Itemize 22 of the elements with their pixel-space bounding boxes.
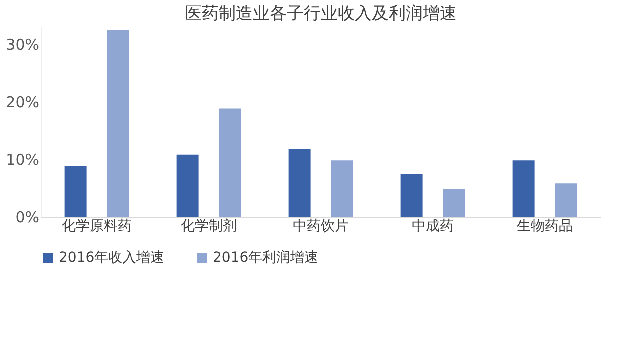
y-tick-label: 20%	[6, 93, 40, 112]
y-tick-label: 0%	[16, 208, 40, 226]
x-tick-label: 生物药品	[517, 218, 573, 234]
bar	[400, 174, 423, 217]
bar	[176, 154, 199, 217]
bar	[107, 30, 130, 217]
x-tick-label: 化学制剂	[181, 218, 237, 234]
bar	[555, 184, 578, 217]
chart-title: 医药制造业各子行业收入及利润增速	[185, 4, 457, 24]
legend-label: 2016年利润增速	[213, 250, 319, 266]
x-tick-label: 中成药	[412, 218, 454, 234]
bar	[331, 160, 354, 217]
bar	[288, 149, 311, 217]
bar	[443, 189, 466, 217]
legend-label: 2016年收入增速	[59, 250, 165, 266]
y-tick-label: 30%	[6, 36, 40, 54]
bar	[219, 108, 242, 217]
y-tick-label: 10%	[6, 150, 40, 169]
x-tick-label: 化学原料药	[62, 218, 132, 234]
bar	[64, 166, 87, 217]
bar	[512, 160, 535, 217]
x-tick-label: 中药饮片	[293, 218, 349, 234]
